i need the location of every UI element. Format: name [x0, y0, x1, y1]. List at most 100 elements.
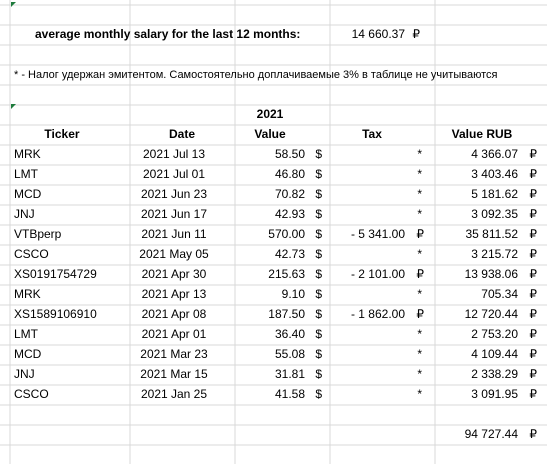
header: Value RUB: [452, 127, 513, 141]
tax: *: [417, 207, 422, 221]
rub-currency: ₽: [529, 267, 537, 281]
tax-currency: ₽: [416, 227, 424, 241]
currency: $: [315, 367, 322, 381]
rub-currency: ₽: [529, 307, 537, 321]
rub-currency: ₽: [529, 167, 537, 181]
header: Ticker: [44, 127, 79, 141]
date: 2021 Apr 13: [142, 287, 207, 301]
value-rub: 5 181.62: [471, 187, 518, 201]
rub-currency: ₽: [529, 347, 537, 361]
cell-marker: [11, 2, 16, 7]
tax: - 5 341.00: [351, 227, 405, 241]
value: 55.08: [275, 347, 305, 361]
header: Value: [254, 127, 286, 141]
summary-amount: 14 660.37: [352, 27, 406, 41]
currency: $: [315, 227, 322, 241]
value: 215.63: [268, 267, 305, 281]
value: 46.80: [275, 167, 305, 181]
note: * - Налог удержан эмитентом. Самостоятел…: [14, 69, 497, 81]
currency: $: [315, 267, 322, 281]
summary-currency: ₽: [412, 27, 420, 41]
date: 2021 Apr 08: [142, 307, 207, 321]
tax: *: [417, 187, 422, 201]
ticker: LMT: [14, 167, 39, 181]
value: 42.93: [275, 207, 305, 221]
date: 2021 Jul 01: [143, 167, 205, 181]
tax: *: [417, 247, 422, 261]
value-rub: 3 215.72: [471, 247, 518, 261]
currency: $: [315, 387, 322, 401]
ticker: MCD: [14, 347, 42, 361]
ticker: CSCO: [14, 247, 49, 261]
currency: $: [315, 147, 322, 161]
value: 70.82: [275, 187, 305, 201]
tax: - 2 101.00: [351, 267, 405, 281]
total: 94 727.44: [465, 427, 519, 441]
rub-currency: ₽: [529, 207, 537, 221]
tax: *: [417, 327, 422, 341]
ticker: LMT: [14, 327, 39, 341]
ticker: VTBperp: [14, 227, 62, 241]
ticker: XS0191754729: [14, 267, 97, 281]
value-rub: 2 338.29: [471, 367, 518, 381]
currency: $: [315, 207, 322, 221]
value-rub: 35 811.52: [466, 227, 519, 241]
value: 570.00: [268, 227, 305, 241]
date: 2021 Jun 17: [141, 207, 207, 221]
ticker: MRK: [14, 147, 41, 161]
date: 2021 Mar 15: [140, 367, 208, 381]
value: 41.58: [275, 387, 305, 401]
date: 2021 Jul 13: [143, 147, 205, 161]
tax: *: [417, 167, 422, 181]
currency: $: [315, 287, 322, 301]
rub-currency: ₽: [529, 387, 537, 401]
ticker: JNJ: [14, 367, 35, 381]
value-rub: 705.34: [481, 287, 518, 301]
header: Tax: [362, 127, 382, 141]
value-rub: 2 753.20: [471, 327, 518, 341]
summary-label: average monthly salary for the last 12 m…: [35, 27, 300, 41]
rub-currency: ₽: [529, 187, 537, 201]
currency: $: [315, 187, 322, 201]
rub-currency: ₽: [529, 327, 537, 341]
date: 2021 Apr 30: [142, 267, 207, 281]
tax: *: [417, 387, 422, 401]
value-rub: 4 109.44: [471, 347, 518, 361]
tax: *: [417, 347, 422, 361]
year: 2021: [257, 107, 284, 121]
tax-currency: ₽: [416, 267, 424, 281]
currency: $: [315, 347, 322, 361]
value-rub: 3 403.46: [471, 167, 518, 181]
value-rub: 13 938.06: [465, 267, 519, 281]
ticker: JNJ: [14, 207, 35, 221]
date: 2021 May 05: [139, 247, 209, 261]
ticker: XS1589106910: [14, 307, 97, 321]
tax-currency: ₽: [416, 307, 424, 321]
currency: $: [315, 307, 322, 321]
tax: *: [417, 367, 422, 381]
value: 36.40: [275, 327, 305, 341]
value: 187.50: [268, 307, 305, 321]
cell-marker: [11, 104, 16, 109]
tax: - 1 862.00: [351, 307, 405, 321]
value-rub: 4 366.07: [471, 147, 518, 161]
ticker: MCD: [14, 187, 42, 201]
ticker: CSCO: [14, 387, 49, 401]
value: 42.73: [275, 247, 305, 261]
tax: *: [417, 287, 422, 301]
date: 2021 Apr 01: [142, 327, 207, 341]
rub-currency: ₽: [529, 227, 537, 241]
rub-currency: ₽: [529, 367, 537, 381]
value: 58.50: [275, 147, 305, 161]
date: 2021 Jun 11: [141, 227, 206, 241]
date: 2021 Jan 25: [141, 387, 207, 401]
value-rub: 3 092.35: [471, 207, 518, 221]
currency: $: [315, 247, 322, 261]
date: 2021 Mar 23: [140, 347, 208, 361]
currency: $: [315, 167, 322, 181]
rub-currency: ₽: [529, 147, 537, 161]
currency: $: [315, 327, 322, 341]
